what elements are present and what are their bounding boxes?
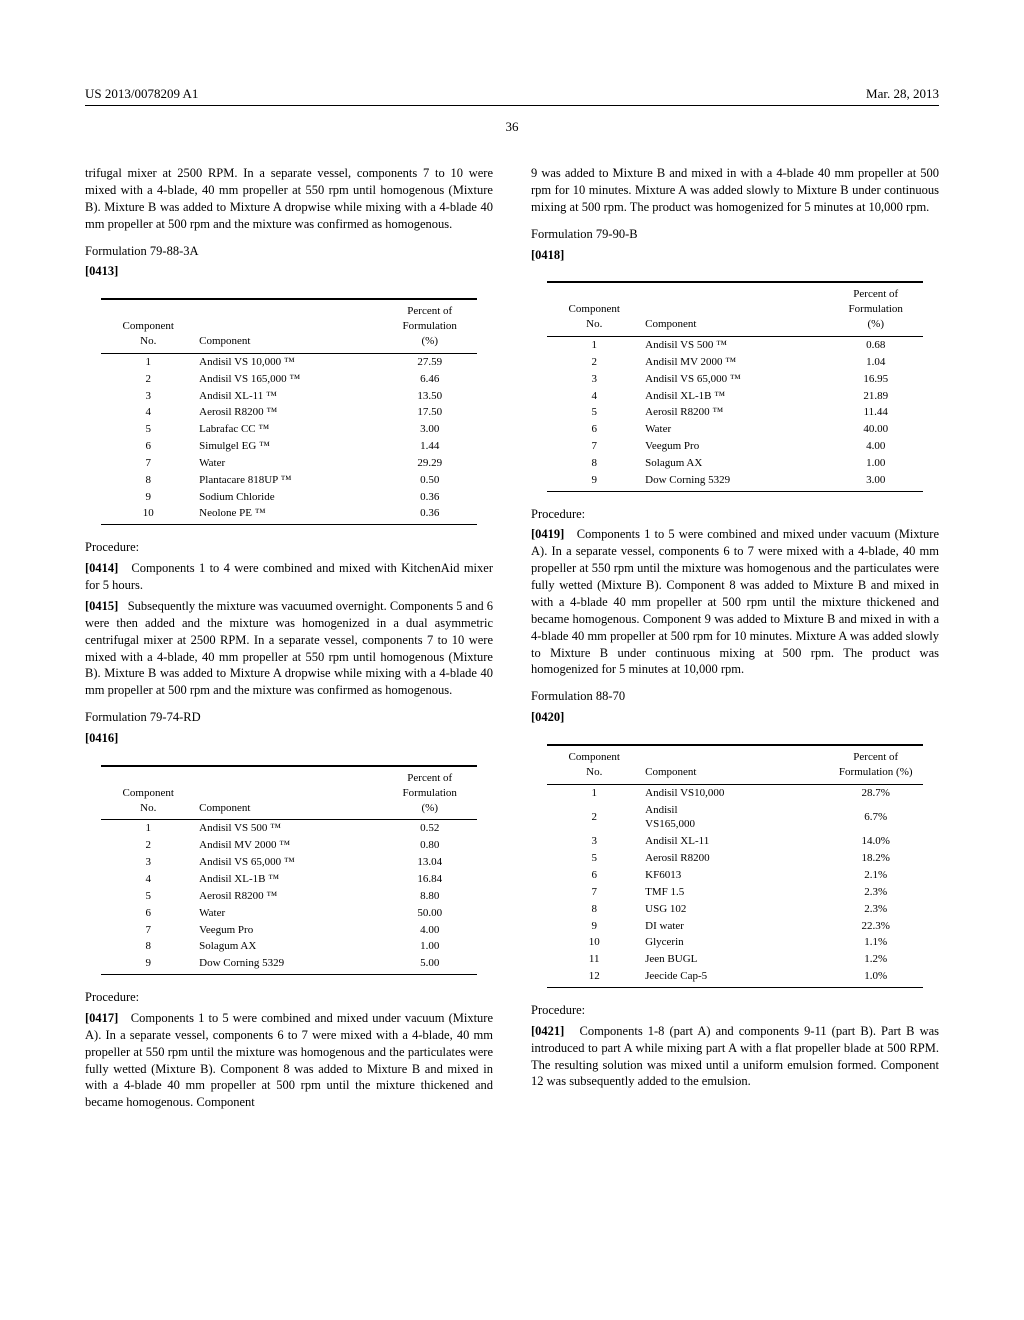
formulation-table-2: Component No. Component Percent of Formu… — [101, 765, 476, 975]
table-row: 8Solagum AX1.00 — [101, 938, 476, 955]
intro-paragraph: trifugal mixer at 2500 RPM. In a separat… — [85, 165, 493, 233]
table-row: 11Jeen BUGL1.2% — [547, 951, 922, 968]
table-row: 6Simulgel EG ™1.44 — [101, 438, 476, 455]
table-row: 3Andisil VS 65,000 ™13.04 — [101, 854, 476, 871]
formulation-table-1: Component No. Component Percent of Formu… — [101, 298, 476, 525]
patent-date: Mar. 28, 2013 — [866, 85, 939, 103]
table-row: 1Andisil VS 500 ™0.68 — [547, 337, 922, 354]
table-row: 12Jeecide Cap-51.0% — [547, 968, 922, 985]
table-row: 1Andisil VS 10,000 ™27.59 — [101, 353, 476, 370]
table-row: 3Andisil XL-11 ™13.50 — [101, 388, 476, 405]
table-row: 9Dow Corning 53293.00 — [547, 472, 922, 489]
table-row: 2Andisil VS165,0006.7% — [547, 802, 922, 834]
table-row: 7Veegum Pro4.00 — [547, 438, 922, 455]
table-row: 10Glycerin1.1% — [547, 934, 922, 951]
table-row: 2Andisil VS 165,000 ™6.46 — [101, 371, 476, 388]
procedure-label: Procedure: — [85, 989, 493, 1006]
table-row: 3Andisil XL-1114.0% — [547, 833, 922, 850]
table-row: 7Veegum Pro4.00 — [101, 922, 476, 939]
table-row: 9Dow Corning 53295.00 — [101, 955, 476, 972]
table-row: 3Andisil VS 65,000 ™16.95 — [547, 371, 922, 388]
procedure-paragraph: [0419] Components 1 to 5 were combined a… — [531, 526, 939, 678]
page-header: US 2013/0078209 A1 Mar. 28, 2013 — [85, 85, 939, 106]
formulation-table-3: Component No. Component Percent of Formu… — [547, 281, 922, 491]
table-row: 10Neolone PE ™0.36 — [101, 505, 476, 522]
table-row: 4Andisil XL-1B ™16.84 — [101, 871, 476, 888]
formulation-title: Formulation 79-90-B — [531, 226, 939, 243]
table-row: 1Andisil VS 500 ™0.52 — [101, 820, 476, 837]
paragraph-number: [0416] — [85, 731, 118, 745]
table-row: 9DI water22.3% — [547, 918, 922, 935]
table-row: 6Water50.00 — [101, 905, 476, 922]
col-header-component: Component — [195, 302, 383, 353]
table-row: 9Sodium Chloride0.36 — [101, 489, 476, 506]
table-row: 2Andisil MV 2000 ™0.80 — [101, 837, 476, 854]
table-row: 8Plantacare 818UP ™0.50 — [101, 472, 476, 489]
table-row: 6Water40.00 — [547, 421, 922, 438]
col-header-percent: Percent of Formulation (%) — [383, 302, 477, 353]
procedure-paragraph: [0414] Components 1 to 4 were combined a… — [85, 560, 493, 594]
formulation-title: Formulation 88-70 — [531, 688, 939, 705]
procedure-label: Procedure: — [531, 1002, 939, 1019]
table-row: 4Aerosil R8200 ™17.50 — [101, 404, 476, 421]
formulation-title: Formulation 79-88-3A — [85, 243, 493, 260]
paragraph-number: [0418] — [531, 248, 564, 262]
intro-paragraph: 9 was added to Mixture B and mixed in wi… — [531, 165, 939, 216]
table-row: 6KF60132.1% — [547, 867, 922, 884]
formulation-table-4: Component No. Component Percent of Formu… — [547, 744, 922, 988]
table-row: 7TMF 1.52.3% — [547, 884, 922, 901]
table-row: 7Water29.29 — [101, 455, 476, 472]
formulation-title: Formulation 79-74-RD — [85, 709, 493, 726]
procedure-label: Procedure: — [85, 539, 493, 556]
right-column: 9 was added to Mixture B and mixed in wi… — [531, 165, 939, 1115]
table-row: 5Aerosil R8200 ™11.44 — [547, 404, 922, 421]
page-number: 36 — [85, 118, 939, 136]
table-row: 5Labrafac CC ™3.00 — [101, 421, 476, 438]
procedure-paragraph: [0415] Subsequently the mixture was vacu… — [85, 598, 493, 699]
procedure-paragraph: [0417] Components 1 to 5 were combined a… — [85, 1010, 493, 1111]
procedure-paragraph: [0421] Components 1-8 (part A) and compo… — [531, 1023, 939, 1091]
paragraph-number: [0413] — [85, 264, 118, 278]
procedure-label: Procedure: — [531, 506, 939, 523]
patent-number: US 2013/0078209 A1 — [85, 85, 198, 103]
table-row: 1Andisil VS10,00028.7% — [547, 784, 922, 801]
table-row: 8Solagum AX1.00 — [547, 455, 922, 472]
paragraph-number: [0420] — [531, 710, 564, 724]
table-row: 4Andisil XL-1B ™21.89 — [547, 388, 922, 405]
table-row: 5Aerosil R8200 ™8.80 — [101, 888, 476, 905]
table-row: 2Andisil MV 2000 ™1.04 — [547, 354, 922, 371]
col-header-no: Component No. — [101, 302, 195, 353]
table-row: 5Aerosil R820018.2% — [547, 850, 922, 867]
left-column: trifugal mixer at 2500 RPM. In a separat… — [85, 165, 493, 1115]
table-row: 8USG 1022.3% — [547, 901, 922, 918]
